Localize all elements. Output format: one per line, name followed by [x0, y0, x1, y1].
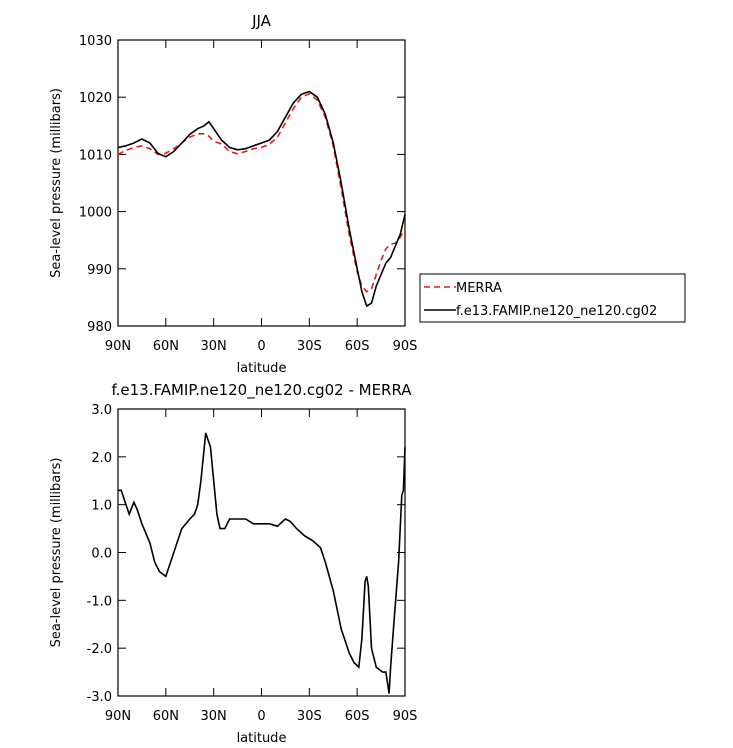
x-tick-label: 30S — [297, 339, 322, 354]
series-line — [118, 432, 406, 694]
y-axis-label: Sea-level pressure (millibars) — [49, 458, 64, 648]
x-tick-label: 60N — [153, 709, 179, 724]
y-tick-label: 2.0 — [91, 451, 112, 466]
x-tick-label: 60S — [345, 709, 370, 724]
y-tick-label: 3.0 — [91, 403, 112, 418]
y-tick-label: -2.0 — [87, 642, 112, 657]
chart-title: JJA — [251, 12, 272, 30]
y-axis-label: Sea-level pressure (millibars) — [49, 88, 64, 278]
x-tick-label: 30S — [297, 709, 322, 724]
y-tick-label: 1010 — [79, 148, 112, 163]
x-tick-label: 30N — [201, 339, 227, 354]
x-tick-label: 0 — [257, 709, 265, 724]
y-tick-label: 1000 — [79, 206, 112, 221]
x-tick-label: 90N — [105, 339, 131, 354]
x-tick-label: 60S — [345, 339, 370, 354]
x-tick-label: 90S — [393, 339, 418, 354]
y-tick-label: 1020 — [79, 91, 112, 106]
plot-frame — [117, 39, 406, 327]
y-tick-label: -3.0 — [87, 690, 112, 705]
legend-label: f.e13.FAMIP.ne120_ne120.cg02 — [456, 304, 657, 319]
y-tick-label: -1.0 — [87, 594, 112, 609]
x-axis-label: latitude — [237, 361, 287, 376]
x-axis-label: latitude — [237, 731, 287, 746]
legend-label: MERRA — [456, 281, 502, 296]
x-tick-label: 30N — [201, 709, 227, 724]
chart-title: f.e13.FAMIP.ne120_ne120.cg02 - MERRA — [111, 381, 412, 400]
y-tick-label: 1030 — [79, 34, 112, 49]
legend-box — [419, 273, 686, 323]
plot-frame — [117, 408, 406, 697]
y-tick-label: 0.0 — [91, 547, 112, 562]
x-tick-label: 0 — [257, 339, 265, 354]
x-tick-label: 90S — [393, 709, 418, 724]
series-line — [117, 92, 406, 293]
series-line — [117, 90, 406, 308]
y-tick-label: 990 — [87, 263, 112, 278]
x-tick-label: 60N — [153, 339, 179, 354]
y-tick-label: 980 — [87, 320, 112, 335]
x-tick-label: 90N — [105, 709, 131, 724]
y-tick-label: 1.0 — [91, 499, 112, 514]
